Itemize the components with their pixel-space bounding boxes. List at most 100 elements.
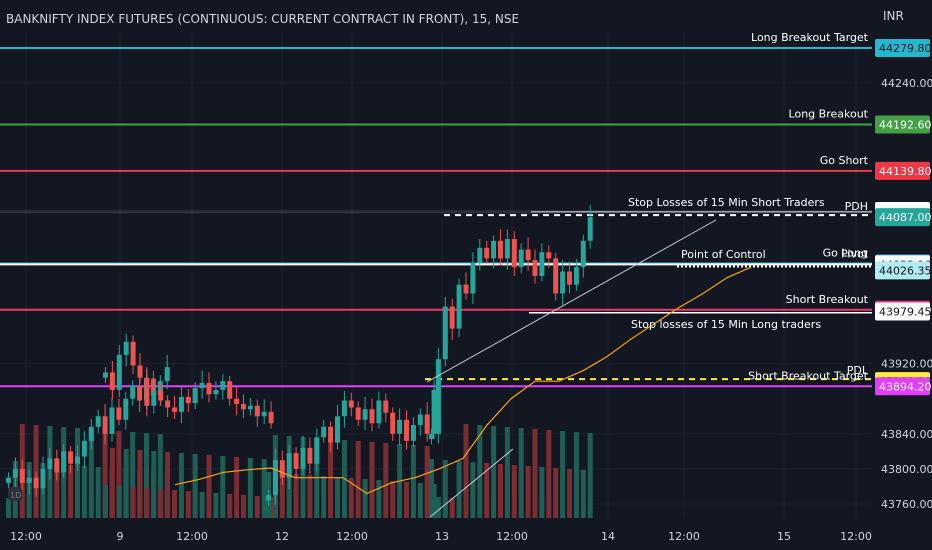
price-axis[interactable]: 44240.00 43920.00 43840.00 43800.00 43760.00… xyxy=(875,39,932,511)
candle-body xyxy=(341,400,347,417)
candle-body xyxy=(206,382,212,395)
candle-body xyxy=(88,426,94,441)
volume-bar xyxy=(227,494,233,518)
candle-body xyxy=(234,398,240,404)
candle-body xyxy=(286,453,292,478)
volume-bar xyxy=(435,497,441,518)
volume-bar xyxy=(157,434,163,518)
candle-body xyxy=(484,247,490,259)
candle-body xyxy=(470,262,476,294)
volume-bar xyxy=(151,451,157,518)
time-tick-label: 12:00 xyxy=(840,530,872,543)
candle-body xyxy=(383,400,389,413)
price-tag-label: 44087.00 xyxy=(879,211,932,224)
level-label: Short Breakout Target xyxy=(748,369,869,382)
level-label: Long Breakout xyxy=(789,107,869,120)
price-tag-label: 44139.80 xyxy=(879,165,932,178)
candle-body xyxy=(504,239,510,259)
volume-bar xyxy=(137,450,143,518)
candle-body xyxy=(376,400,382,424)
volume-bar xyxy=(355,441,361,518)
candle-body xyxy=(511,239,517,268)
candle-body xyxy=(424,414,430,434)
chart-title: BANKNIFTY INDEX FUTURES (CONTINUOUS: CUR… xyxy=(6,12,519,26)
volume-bar xyxy=(268,497,274,518)
volume-bar xyxy=(470,462,476,518)
candle-body xyxy=(227,381,233,399)
volume-bar xyxy=(307,475,313,518)
candle-body xyxy=(137,365,143,378)
level-label: Go Long xyxy=(823,246,868,259)
volume-bar xyxy=(247,458,253,518)
volume-bar xyxy=(254,496,260,518)
candle-body xyxy=(498,240,503,259)
volume-bar xyxy=(463,424,469,518)
candle-body xyxy=(130,385,136,399)
candle-body xyxy=(397,419,403,434)
interval-badge-label: 1D xyxy=(10,491,21,500)
candle-body xyxy=(178,396,184,412)
candle-body xyxy=(12,468,18,478)
price-tick-label: 43760.00 xyxy=(881,498,932,511)
volume-bar xyxy=(518,428,524,518)
volume-bar xyxy=(220,456,226,518)
candle-body xyxy=(165,400,171,408)
volume-bar xyxy=(456,461,462,518)
candle-body xyxy=(130,341,136,366)
volume-bar xyxy=(75,428,80,518)
candle-body xyxy=(116,354,122,390)
stop-short-annotation: Stop Losses of 15 Min Short Traders xyxy=(628,196,825,209)
candle-body xyxy=(491,240,497,259)
candle-body xyxy=(6,477,11,483)
candle-body xyxy=(241,403,246,410)
price-tag xyxy=(875,302,930,321)
time-tick-label: 12:00 xyxy=(336,530,368,543)
candle-body xyxy=(40,468,46,489)
candle-body xyxy=(539,252,545,276)
level-labels: Long Breakout Target Long Breakout Go Shor… xyxy=(748,31,869,382)
candle-body xyxy=(158,390,164,401)
candle-body xyxy=(123,341,129,355)
time-axis[interactable]: 12:00 9 12:00 12 12:00 13 12:00 14 12:00 15 12:00 xyxy=(10,530,872,543)
volume-bar xyxy=(102,430,108,518)
volume-bar xyxy=(81,466,87,518)
candle-body xyxy=(261,411,267,417)
candle-body xyxy=(355,407,361,420)
volume-bar xyxy=(68,465,74,518)
volume-bar xyxy=(199,492,205,518)
volume-bar xyxy=(54,464,60,518)
volume-bar xyxy=(383,443,389,518)
candle-body xyxy=(47,458,53,469)
volume-bar xyxy=(116,486,122,518)
volume-bar xyxy=(234,457,240,518)
volume-bar xyxy=(185,491,191,518)
candle-body xyxy=(81,440,87,457)
price-tag-label: 44192.60 xyxy=(879,118,932,131)
candle-body xyxy=(102,416,108,434)
candle-body xyxy=(362,409,368,420)
candle-body xyxy=(431,389,437,434)
candle-body xyxy=(185,396,191,404)
candle-body xyxy=(137,385,143,401)
volume-bar xyxy=(321,476,327,518)
currency-label: INR xyxy=(883,9,904,23)
candle-body xyxy=(560,271,566,294)
volume-bar xyxy=(553,468,559,518)
volume-bar xyxy=(116,431,122,518)
candle-body xyxy=(449,306,455,329)
candle-body xyxy=(213,389,219,395)
candle-body xyxy=(164,367,170,382)
volume-bar xyxy=(369,442,375,518)
candlesticks xyxy=(6,204,593,506)
candle-body xyxy=(33,477,39,489)
volume-bar xyxy=(130,487,136,518)
candle-body xyxy=(199,382,205,389)
candle-body xyxy=(279,460,285,478)
interval-badge[interactable] xyxy=(8,487,22,501)
candle-body xyxy=(348,400,354,408)
candle-body xyxy=(553,258,559,294)
volume-bar xyxy=(449,498,455,518)
level-label: PDL xyxy=(847,364,869,377)
level-label: Long Breakout Target xyxy=(751,31,869,44)
